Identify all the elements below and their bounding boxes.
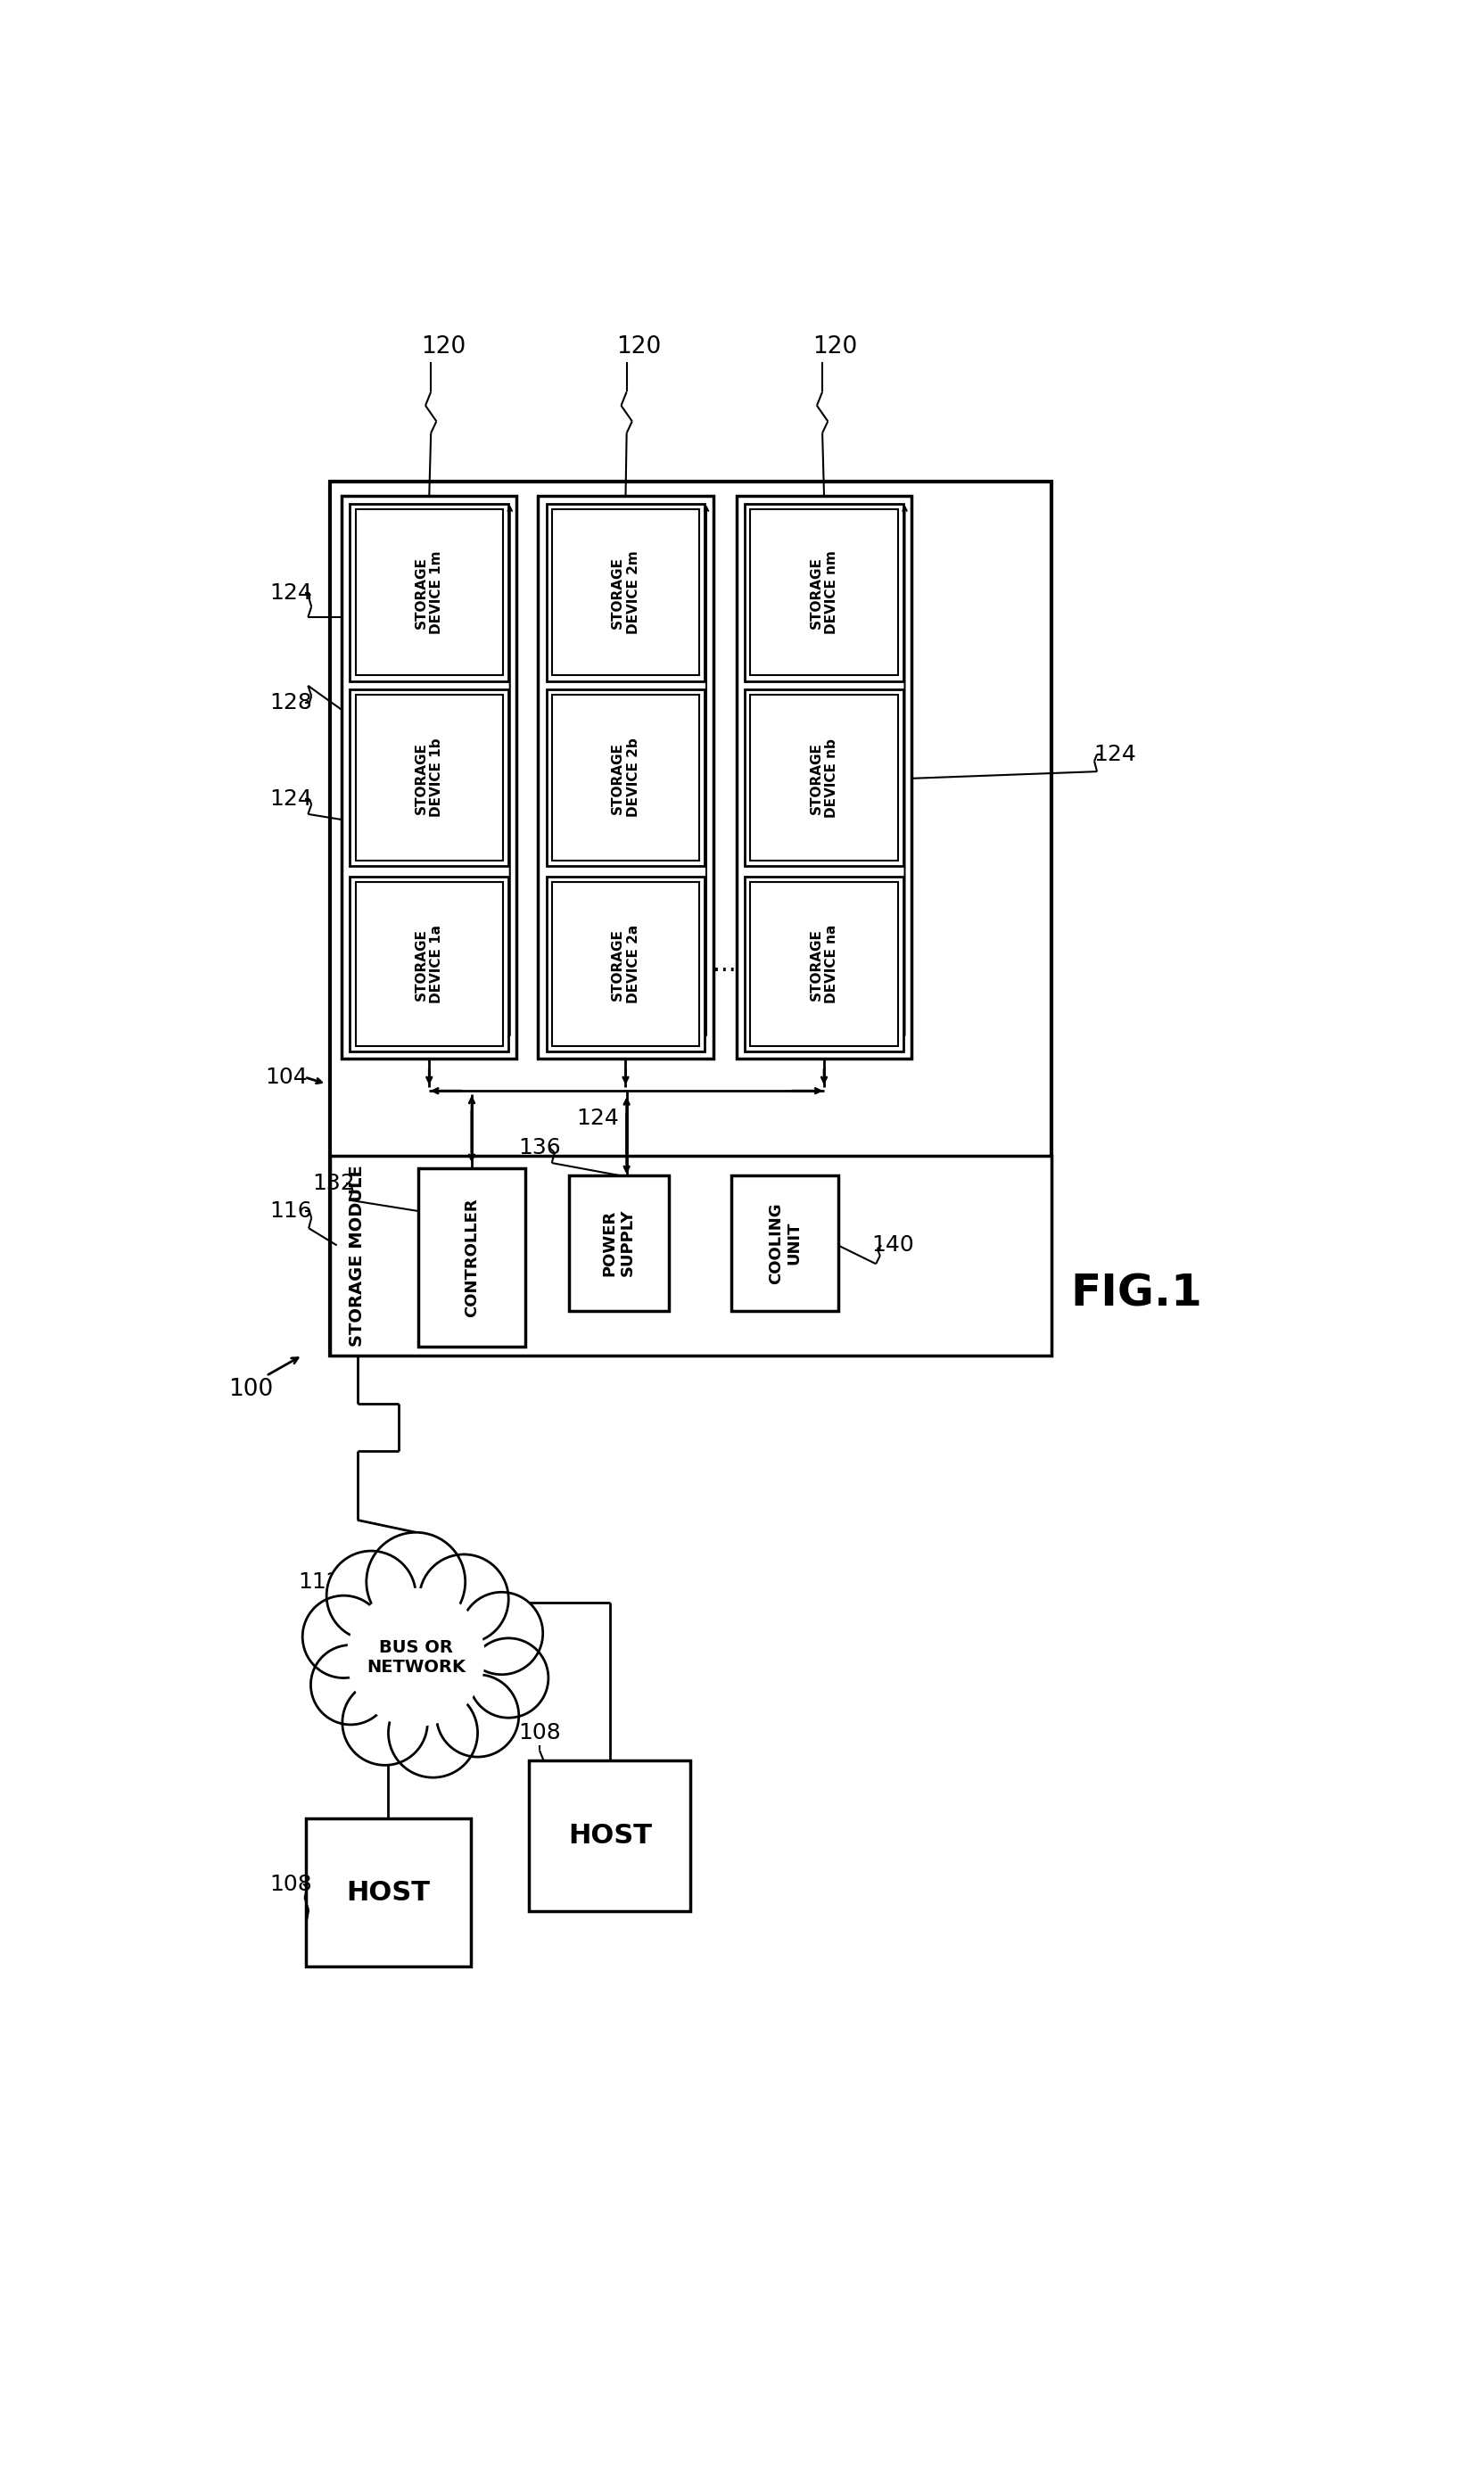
Text: FIG.1: FIG.1 [1071,1273,1204,1315]
Circle shape [343,1680,427,1764]
Text: STORAGE
DEVICE nb: STORAGE DEVICE nb [810,737,838,816]
Text: COOLING
UNIT: COOLING UNIT [767,1203,803,1283]
Bar [350,690,509,866]
Text: STORAGE
DEVICE 1m: STORAGE DEVICE 1m [414,551,444,635]
Bar [355,509,503,675]
Bar [355,883,503,1047]
Circle shape [460,1593,543,1675]
Text: 124: 124 [270,789,312,809]
Bar [418,1169,525,1347]
Text: STORAGE
DEVICE 1a: STORAGE DEVICE 1a [414,925,444,1002]
Text: POWER
SUPPLY: POWER SUPPLY [601,1208,637,1278]
Circle shape [420,1556,509,1642]
Text: 132: 132 [312,1174,355,1193]
Text: 104: 104 [266,1067,309,1087]
Text: 124: 124 [576,1107,619,1129]
Text: STORAGE
DEVICE 1b: STORAGE DEVICE 1b [414,739,444,816]
Text: HOST: HOST [568,1824,651,1848]
Text: ...: ... [712,953,736,978]
Bar [350,876,509,1052]
Text: STORAGE
DEVICE na: STORAGE DEVICE na [810,925,838,1002]
Text: 124: 124 [1094,744,1137,764]
Circle shape [469,1637,549,1717]
Bar [745,690,904,866]
Bar [329,481,1051,1355]
Text: STORAGE
DEVICE nm: STORAGE DEVICE nm [810,551,838,635]
Bar [350,504,509,680]
Text: 116: 116 [270,1201,312,1221]
Bar [751,695,898,861]
Text: 100: 100 [229,1377,273,1402]
Bar [546,504,705,680]
Text: STORAGE
DEVICE 2m: STORAGE DEVICE 2m [611,551,640,635]
Text: HOST: HOST [346,1881,430,1905]
Text: 136: 136 [518,1136,561,1159]
Bar [552,695,699,861]
Bar [546,876,705,1052]
Circle shape [310,1645,390,1724]
Circle shape [367,1533,466,1632]
Text: 120: 120 [616,335,662,360]
Bar [732,1176,838,1310]
Text: 128: 128 [270,692,312,715]
Text: STORAGE MODULE: STORAGE MODULE [349,1164,367,1347]
Bar [530,1762,690,1910]
Circle shape [436,1675,519,1757]
Text: CONTROLLER: CONTROLLER [464,1198,479,1317]
Text: 140: 140 [871,1236,914,1255]
Text: 108: 108 [270,1873,312,1895]
Bar [552,883,699,1047]
Bar [329,1156,1051,1355]
Bar [306,1819,470,1967]
Text: 124: 124 [270,583,312,603]
Circle shape [326,1551,416,1640]
Bar [745,504,904,680]
Text: 108: 108 [518,1722,561,1744]
Bar [539,496,714,1059]
Bar [546,690,705,866]
Bar [745,876,904,1052]
Bar [341,496,516,1059]
Bar [751,883,898,1047]
Circle shape [347,1588,484,1727]
Bar [355,695,503,861]
Text: BUS OR
NETWORK: BUS OR NETWORK [367,1640,466,1675]
Text: 120: 120 [421,335,466,360]
Bar [736,496,911,1059]
Bar [751,509,898,675]
Bar [568,1176,668,1310]
Text: STORAGE
DEVICE 2a: STORAGE DEVICE 2a [611,925,640,1002]
Text: 120: 120 [812,335,858,360]
Circle shape [389,1687,478,1776]
Circle shape [303,1595,384,1677]
Bar [552,509,699,675]
Text: 112: 112 [298,1570,341,1593]
Text: STORAGE
DEVICE 2b: STORAGE DEVICE 2b [611,739,640,816]
